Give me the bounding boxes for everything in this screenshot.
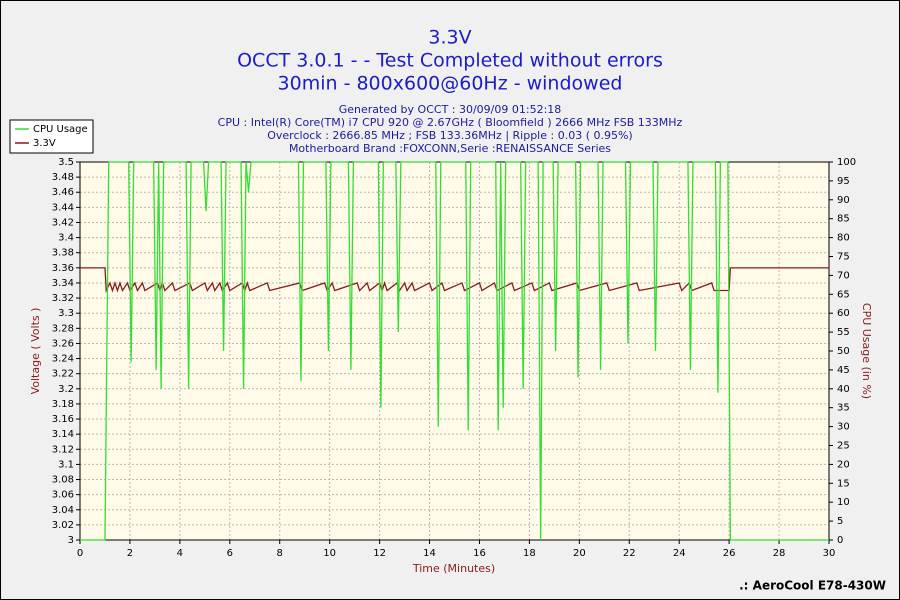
y-tick-label: 3.22: [52, 369, 74, 380]
x-axis-label: Time (Minutes): [412, 562, 495, 575]
y-tick-label: 3.4: [58, 233, 74, 244]
x-tick-label: 12: [373, 548, 386, 559]
y2-tick-label: 10: [837, 497, 850, 508]
y-tick-label: 3.08: [52, 475, 74, 486]
subtitle: OCCT 3.0.1 - - Test Completed without er…: [237, 50, 663, 72]
y2-tick-label: 35: [837, 403, 850, 414]
info-line: Overclock : 2666.85 MHz ; FSB 133.36MHz …: [267, 129, 632, 142]
subtitle: 30min - 800x600@60Hz - windowed: [278, 73, 623, 95]
y-tick-label: 3: [68, 535, 74, 546]
x-tick-label: 26: [723, 548, 736, 559]
plot-area: [80, 162, 829, 540]
y-tick-label: 3.2: [58, 384, 74, 395]
x-tick-label: 22: [623, 548, 636, 559]
series-line: [80, 267, 829, 294]
chart-title: 3.3V: [428, 27, 471, 49]
y2-tick-label: 40: [837, 384, 850, 395]
y-tick-label: 3.32: [52, 293, 74, 304]
y-tick-label: 3.46: [52, 187, 74, 198]
x-tick-label: 28: [773, 548, 786, 559]
y-tick-label: 3.28: [52, 323, 74, 334]
y2-tick-label: 15: [837, 478, 850, 489]
footer: .: AeroCool E78-430W: [739, 579, 886, 593]
x-tick-label: 18: [523, 548, 536, 559]
y2-tick-label: 55: [837, 327, 850, 338]
y-tick-label: 3.26: [52, 338, 74, 349]
y-tick-label: 3.5: [58, 157, 74, 168]
x-tick-label: 0: [77, 548, 83, 559]
y-tick-label: 3.04: [52, 505, 74, 516]
x-tick-label: 2: [127, 548, 133, 559]
x-tick-label: 16: [473, 548, 486, 559]
y2-tick-label: 25: [837, 441, 850, 452]
x-tick-label: 30: [823, 548, 836, 559]
y-tick-label: 3.36: [52, 263, 74, 274]
y-tick-label: 3.16: [52, 414, 74, 425]
y-tick-label: 3.42: [52, 217, 74, 228]
x-tick-label: 4: [177, 548, 183, 559]
legend-label: 3.3V: [33, 138, 56, 149]
y2-tick-label: 5: [837, 516, 843, 527]
info-line: Motherboard Brand :FOXCONN,Serie :RENAIS…: [289, 142, 611, 155]
series-line: [80, 161, 829, 541]
legend-label: CPU Usage: [33, 124, 88, 135]
y2-tick-label: 75: [837, 252, 850, 263]
legend: [9, 119, 94, 154]
y-tick-label: 3.1: [58, 459, 74, 470]
y2-tick-label: 80: [837, 233, 850, 244]
y-tick-label: 3.34: [52, 278, 74, 289]
y-axis-label: Voltage ( Volts ): [29, 308, 42, 395]
y2-tick-label: 100: [837, 157, 856, 168]
y-tick-label: 3.38: [52, 248, 74, 259]
x-tick-label: 10: [323, 548, 336, 559]
y2-tick-label: 90: [837, 195, 850, 206]
y2-tick-label: 0: [837, 535, 843, 546]
y-tick-label: 3.12: [52, 444, 74, 455]
y2-tick-label: 85: [837, 214, 850, 225]
y-tick-label: 3.44: [52, 202, 74, 213]
y2-tick-label: 45: [837, 365, 850, 376]
y2-tick-label: 50: [837, 346, 850, 357]
y2-tick-label: 70: [837, 270, 850, 281]
x-tick-label: 6: [227, 548, 233, 559]
y-tick-label: 3.14: [52, 429, 74, 440]
y-tick-label: 3.24: [52, 354, 74, 365]
y2-axis-label: CPU Usage (in %): [860, 303, 873, 399]
y-tick-label: 3.3: [58, 308, 74, 319]
info-line: CPU : Intel(R) Core(TM) i7 CPU 920 @ 2.6…: [218, 116, 683, 129]
x-tick-label: 20: [573, 548, 586, 559]
y2-tick-label: 30: [837, 422, 850, 433]
y-tick-label: 3.18: [52, 399, 74, 410]
x-tick-label: 24: [673, 548, 686, 559]
x-tick-label: 8: [277, 548, 283, 559]
x-tick-label: 14: [423, 548, 436, 559]
y-tick-label: 3.02: [52, 520, 74, 531]
y2-tick-label: 65: [837, 289, 850, 300]
y2-tick-label: 20: [837, 459, 850, 470]
y2-tick-label: 95: [837, 176, 850, 187]
y2-tick-label: 60: [837, 308, 850, 319]
y-tick-label: 3.48: [52, 172, 74, 183]
y-tick-label: 3.06: [52, 490, 74, 501]
info-line: Generated by OCCT : 30/09/09 01:52:18: [339, 103, 562, 116]
